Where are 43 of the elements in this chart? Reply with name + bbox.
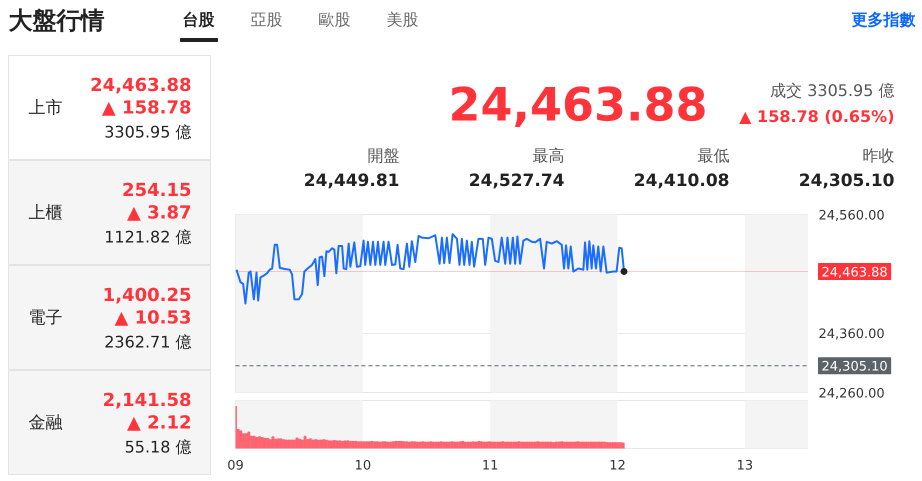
x-tick-label: 10 <box>354 458 372 474</box>
text: 3305.95 億 <box>104 122 192 142</box>
text: 1,400.25 <box>102 285 192 306</box>
text: 24,305.10 <box>798 171 895 191</box>
text: 昨收 <box>862 146 894 165</box>
text: 24,410.08 <box>634 171 730 191</box>
text: ▲ 3.87 <box>126 202 192 224</box>
text: 歐股 <box>318 10 350 29</box>
x-tick-label: 11 <box>482 458 498 474</box>
text: 55.18 億 <box>124 438 192 456</box>
x-tick-label: 09 <box>227 458 244 474</box>
text: 24,463.88 <box>90 75 192 96</box>
text: 2,141.58 <box>102 390 192 411</box>
text: 24,449.81 <box>304 171 400 191</box>
x-tick-label: 12 <box>609 458 626 474</box>
text: 成交 3305.95 億 <box>770 81 895 100</box>
y-tick-label: 24,560.00 <box>818 208 885 224</box>
y-tick-label: 24,260.00 <box>818 386 885 402</box>
text: 最低 <box>698 146 730 165</box>
text: 1121.82 億 <box>104 228 192 246</box>
x-tick-label: 13 <box>736 458 754 474</box>
text: 最高 <box>532 146 564 165</box>
y-tick-label: 24,360.00 <box>818 327 885 342</box>
text: 2362.71 億 <box>104 332 192 352</box>
text: 更多指數 <box>852 10 916 29</box>
text: 電子 <box>28 308 62 328</box>
text: 24,463.88 <box>448 78 708 132</box>
text: 上市 <box>28 98 62 118</box>
text: 24,527.74 <box>468 171 565 191</box>
text: 開盤 <box>368 146 400 165</box>
text: 上櫃 <box>28 203 62 223</box>
text: 大盤行情 <box>8 6 104 34</box>
text: ▲ 158.78 (0.65%) <box>739 107 895 126</box>
text: 金融 <box>28 413 62 433</box>
text: ▲ 10.53 <box>114 308 192 328</box>
ref-line-label: 24,305.10 <box>822 360 888 375</box>
text: ▲ 158.78 <box>102 98 192 118</box>
text: 亞股 <box>250 10 282 29</box>
text: 254.15 <box>122 180 192 201</box>
text: 美股 <box>386 10 418 29</box>
ref-line-label: 24,463.88 <box>822 266 888 281</box>
text: ▲ 2.12 <box>126 412 192 434</box>
text: 台股 <box>182 10 216 29</box>
